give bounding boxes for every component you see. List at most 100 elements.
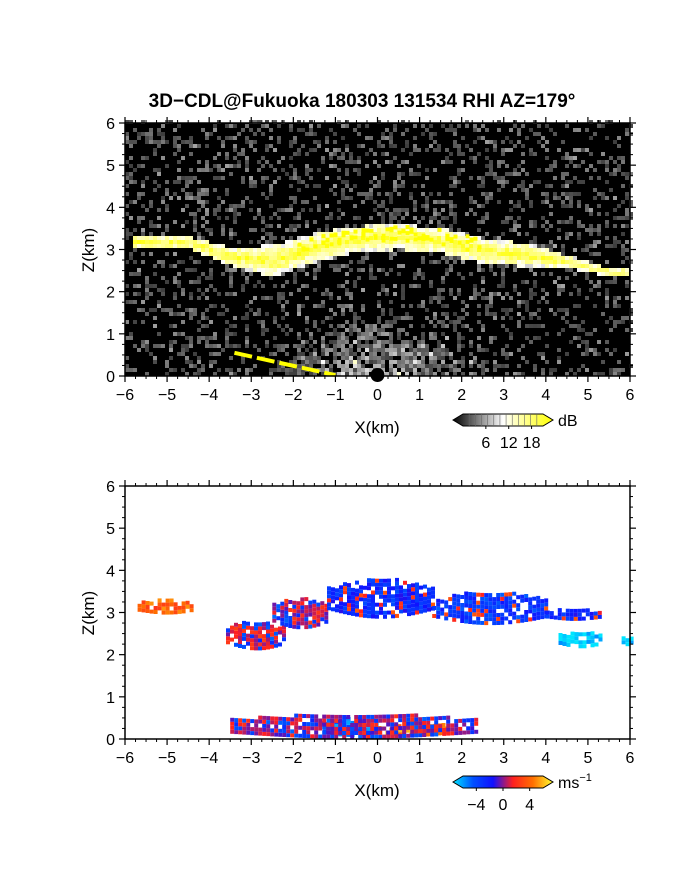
reflectivity-cell: [493, 240, 497, 244]
velocity-cell: [258, 622, 262, 627]
reflectivity-cell: [361, 352, 365, 356]
reflectivity-cell: [141, 228, 145, 232]
velocity-cell: [446, 731, 451, 736]
reflectivity-cell: [313, 256, 317, 260]
velocity-cell: [272, 614, 277, 619]
reflectivity-cell: [449, 356, 453, 360]
velocity-cell: [562, 634, 567, 638]
reflectivity-cell: [465, 252, 469, 256]
reflectivity-cell: [357, 316, 361, 320]
velocity-cell: [355, 608, 359, 613]
reflectivity-cell: [305, 364, 309, 368]
reflectivity-cell: [237, 256, 241, 260]
reflectivity-cell: [341, 228, 345, 232]
x-tick-label: 2: [457, 750, 466, 767]
reflectivity-cell: [545, 252, 549, 256]
reflectivity-cell: [617, 136, 621, 140]
reflectivity-cell: [549, 164, 553, 168]
reflectivity-cell: [313, 232, 317, 236]
reflectivity-cell: [289, 236, 293, 240]
reflectivity-cell: [401, 348, 405, 352]
reflectivity-cell: [177, 180, 181, 184]
reflectivity-saturated-cell: [389, 228, 394, 233]
reflectivity-cell: [221, 224, 225, 228]
velocity-cell: [403, 596, 407, 601]
reflectivity-cell: [253, 140, 257, 144]
reflectivity-cell: [217, 204, 221, 208]
reflectivity-cell: [393, 128, 397, 132]
reflectivity-cell: [561, 248, 565, 252]
reflectivity-cell: [317, 328, 321, 332]
reflectivity-cell: [177, 332, 181, 336]
reflectivity-cell: [477, 248, 481, 252]
velocity-cell: [246, 726, 251, 731]
reflectivity-cell: [457, 248, 461, 252]
velocity-cell: [165, 606, 170, 611]
reflectivity-cell: [313, 304, 317, 308]
velocity-cell: [238, 644, 242, 648]
reflectivity-cell: [261, 324, 265, 328]
reflectivity-cell: [617, 156, 621, 160]
reflectivity-cell: [329, 240, 333, 244]
velocity-cell: [496, 621, 501, 625]
reflectivity-cell: [153, 360, 157, 364]
reflectivity-cell: [297, 188, 301, 192]
reflectivity-cell: [405, 352, 409, 356]
reflectivity-cell: [609, 244, 613, 248]
reflectivity-cell: [133, 260, 137, 264]
reflectivity-cell: [329, 156, 333, 160]
reflectivity-cell: [157, 224, 161, 228]
reflectivity-cell: [273, 252, 277, 256]
reflectivity-cell: [629, 260, 633, 264]
reflectivity-cell: [173, 128, 177, 132]
reflectivity-cell: [233, 148, 237, 152]
reflectivity-cell: [417, 232, 421, 236]
velocity-cell: [278, 642, 282, 647]
reflectivity-cell: [221, 144, 225, 148]
velocity-cell: [549, 611, 554, 616]
reflectivity-cell: [185, 372, 189, 376]
velocity-cell: [419, 593, 423, 598]
velocity-cell: [395, 601, 399, 606]
reflectivity-cell: [521, 264, 525, 268]
reflectivity-cell: [153, 140, 157, 144]
reflectivity-cell: [381, 340, 385, 344]
reflectivity-saturated-cell: [389, 236, 394, 241]
velocity-cell: [427, 595, 431, 600]
reflectivity-cell: [141, 120, 145, 124]
reflectivity-cell: [421, 356, 425, 360]
velocity-cell: [415, 606, 419, 611]
reflectivity-cell: [273, 256, 277, 260]
reflectivity-cell: [301, 236, 305, 240]
reflectivity-cell: [613, 172, 617, 176]
reflectivity-cell: [465, 144, 469, 148]
reflectivity-cell: [421, 256, 425, 260]
reflectivity-cell: [377, 212, 381, 216]
velocity-cell: [302, 734, 307, 738]
reflectivity-cell: [401, 360, 405, 364]
reflectivity-cell: [153, 284, 157, 288]
reflectivity-cell: [393, 216, 397, 220]
velocity-cell: [528, 617, 533, 622]
reflectivity-cell: [325, 204, 329, 208]
reflectivity-cell: [349, 332, 353, 336]
velocity-cell: [391, 598, 395, 603]
reflectivity-cell: [189, 140, 193, 144]
reflectivity-cell: [569, 340, 573, 344]
velocity-cell: [312, 623, 317, 628]
reflectivity-cell: [189, 344, 193, 348]
velocity-cell: [366, 718, 371, 723]
reflectivity-cell: [125, 132, 129, 136]
reflectivity-cell: [457, 292, 461, 296]
reflectivity-cell: [157, 172, 161, 176]
reflectivity-saturated-cell: [353, 229, 358, 234]
reflectivity-cell: [541, 144, 545, 148]
reflectivity-cell: [357, 344, 361, 348]
reflectivity-cell: [465, 304, 469, 308]
reflectivity-cell: [545, 344, 549, 348]
reflectivity-saturated-cell: [353, 235, 358, 240]
velocity-cell: [258, 642, 262, 647]
reflectivity-cell: [405, 212, 409, 216]
velocity-cell: [320, 609, 325, 614]
velocity-cell: [238, 628, 242, 632]
